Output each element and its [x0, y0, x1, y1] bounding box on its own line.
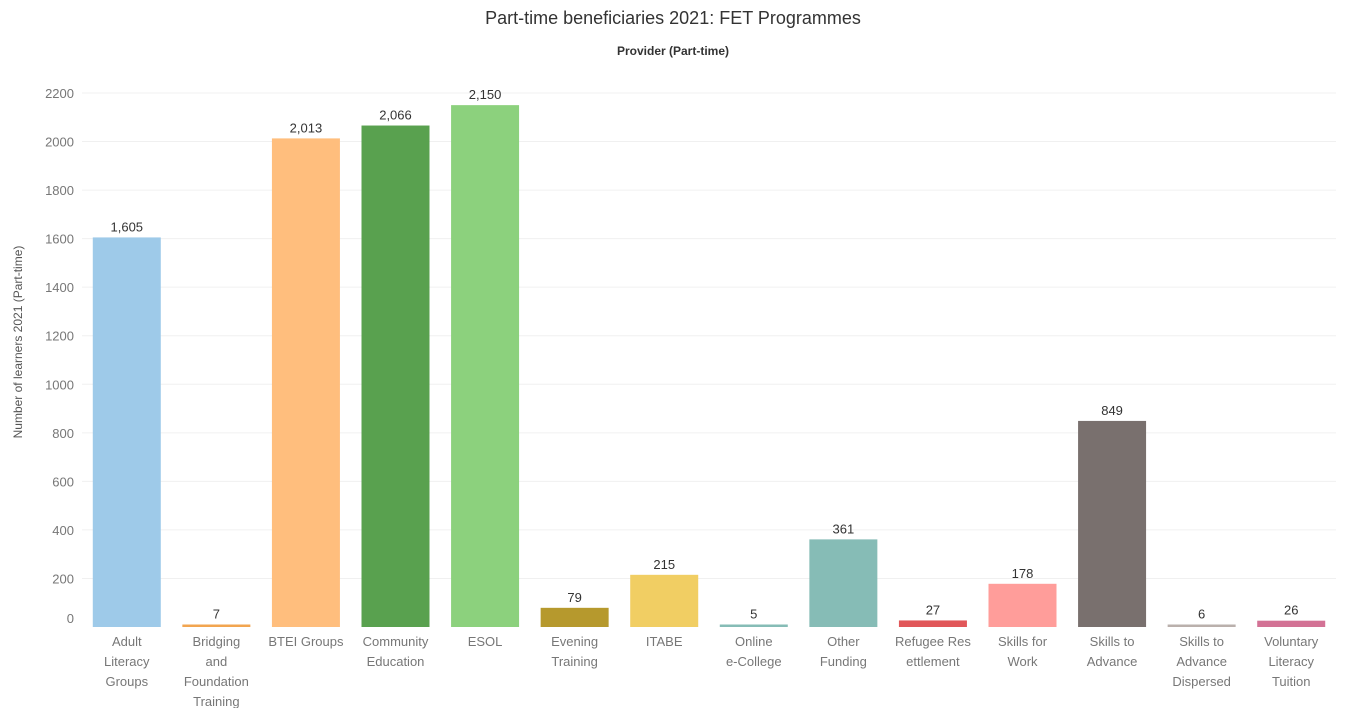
value-label: 215 [653, 557, 675, 572]
value-label: 27 [926, 602, 940, 617]
x-tick-label: Evening [551, 634, 598, 649]
value-label: 2,013 [290, 120, 323, 135]
value-label: 7 [213, 607, 220, 622]
chart-subtitle: Provider (Part-time) [616, 44, 730, 58]
bar [540, 607, 609, 627]
x-tick-label: Bridging [193, 634, 241, 649]
bar [182, 624, 251, 627]
x-tick-label: Education [367, 654, 425, 669]
value-label: 178 [1012, 566, 1034, 581]
x-tick-label: ettlement [906, 654, 960, 669]
x-tick-label: ITABE [646, 634, 683, 649]
x-tick-label: Other [827, 634, 860, 649]
x-tick-label: Skills to [1090, 634, 1135, 649]
value-label: 849 [1101, 403, 1123, 418]
x-tick-label: Voluntary [1264, 634, 1319, 649]
x-tick-label: Community [363, 634, 429, 649]
x-tick-label: Literacy [1268, 654, 1314, 669]
x-tick-label: Adult [112, 634, 142, 649]
x-tick-label: Training [193, 694, 239, 708]
x-tick-label: Tuition [1272, 674, 1311, 689]
value-label: 2,150 [469, 87, 502, 102]
y-tick-label: 0 [67, 611, 74, 626]
value-label: 2,066 [379, 108, 412, 123]
bar [271, 138, 340, 627]
value-label: 26 [1284, 603, 1298, 618]
y-axis: 0 200 400 600 800 1000 1200 1400 1600 1800 2000 220… [45, 86, 74, 626]
y-tick-label: 1200 [45, 329, 74, 344]
x-tick-label: Foundation [184, 674, 249, 689]
bar [1078, 420, 1147, 627]
bar [719, 624, 788, 627]
x-tick-label: Refugee Res [895, 634, 971, 649]
y-tick-label: 1000 [45, 377, 74, 392]
x-tick-label: Skills for [998, 634, 1048, 649]
x-tick-label: Work [1007, 654, 1038, 669]
x-tick-label: Literacy [104, 654, 150, 669]
bar [630, 574, 699, 627]
x-tick-label: BTEI Groups [268, 634, 344, 649]
bar [361, 125, 430, 627]
gridlines [82, 92, 1336, 579]
bar [451, 105, 520, 628]
bar [1167, 624, 1236, 627]
x-axis: Adult Literacy Groups Bridging and Foundation… [104, 634, 1319, 708]
y-tick-label: 600 [52, 474, 74, 489]
x-tick-label: Advance [1176, 654, 1227, 669]
x-tick-label: ESOL [468, 634, 503, 649]
x-tick-label: Advance [1087, 654, 1138, 669]
y-tick-label: 200 [52, 571, 74, 586]
y-tick-label: 1800 [45, 183, 74, 198]
bar [92, 237, 161, 627]
y-tick-label: 800 [52, 426, 74, 441]
bar [1257, 620, 1326, 627]
x-tick-label: Dispersed [1172, 674, 1231, 689]
y-tick-label: 1600 [45, 232, 74, 247]
x-tick-label: Training [551, 654, 597, 669]
bar [809, 539, 878, 627]
y-tick-label: 1400 [45, 280, 74, 295]
value-label: 6 [1198, 607, 1205, 622]
value-label: 79 [567, 590, 581, 605]
x-tick-label: Online [735, 634, 773, 649]
y-tick-label: 2200 [45, 86, 74, 101]
x-tick-label: Groups [105, 674, 148, 689]
value-label: 5 [750, 607, 757, 622]
x-tick-label: Funding [820, 654, 867, 669]
y-tick-label: 2000 [45, 135, 74, 150]
value-label: 1,605 [111, 219, 144, 234]
y-tick-label: 400 [52, 523, 74, 538]
bar [898, 620, 967, 627]
x-tick-label: Skills to [1179, 634, 1224, 649]
x-tick-label: e-College [726, 654, 782, 669]
chart-title: Part-time beneficiaries 2021: FET Progra… [485, 8, 861, 28]
value-labels: 1,605 7 2,013 2,066 2,150 79 215 5 361 27 178 849 6 2… [111, 87, 1299, 621]
bar [988, 583, 1057, 627]
x-tick-label: and [206, 654, 228, 669]
value-label: 361 [833, 521, 855, 536]
bars [92, 105, 1326, 628]
